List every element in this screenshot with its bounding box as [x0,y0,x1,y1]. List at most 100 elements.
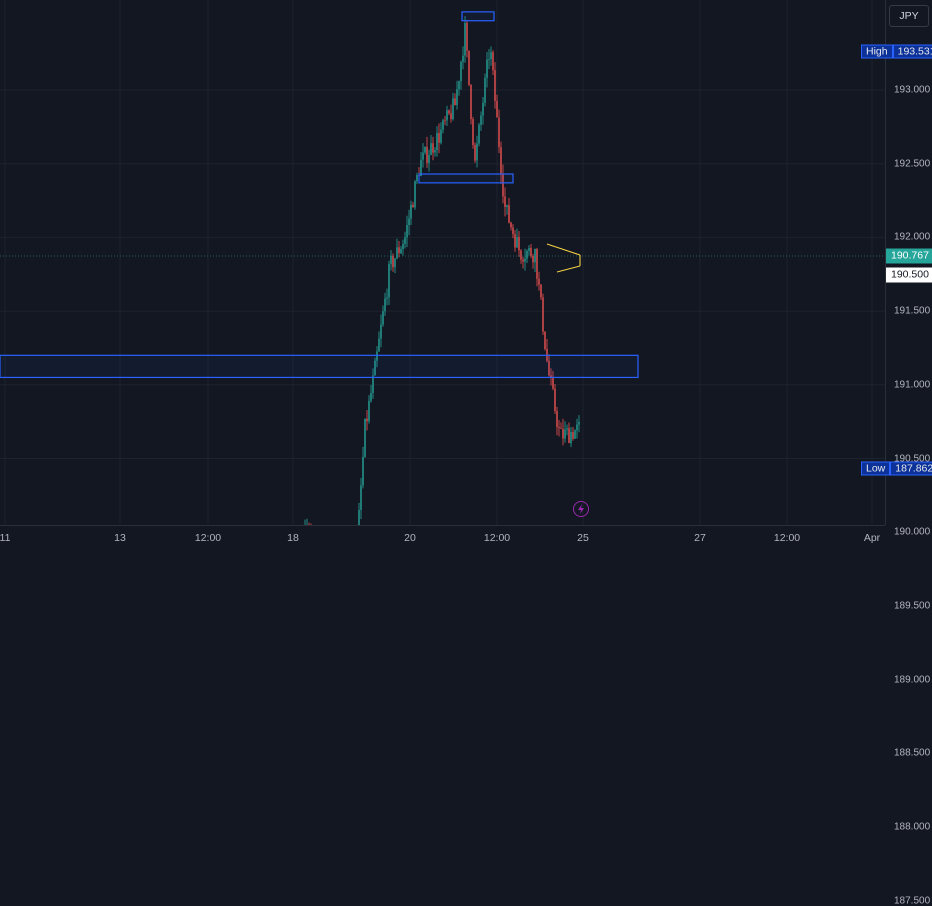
candle-body [442,120,444,130]
candle-body [426,146,428,163]
candle-body [406,225,408,238]
price-chart[interactable] [0,0,885,525]
candle-body [434,150,436,153]
time-axis[interactable]: 11 13 12:00 18 20 12:00 25 27 12:00 Apr [0,525,885,551]
candle-body [398,247,400,254]
candle-body [420,159,422,177]
candle-body [542,297,544,332]
candle-body [480,115,482,125]
candle-body [378,338,380,352]
candle-body [382,311,384,325]
candle-body [572,432,574,439]
candle-body [574,430,576,439]
candle-body [456,89,458,106]
currency-button[interactable]: JPY [889,5,929,27]
candle-body [470,84,472,120]
candle-body [466,22,468,51]
candle-body [394,258,396,268]
candle-body [512,227,514,235]
candle-body [444,120,446,122]
candle-body [556,411,558,428]
candle-body [500,147,502,175]
grid [0,0,885,525]
resistance-zone [0,354,639,379]
candle-body [438,133,440,143]
candle-body [564,429,566,439]
candle-body [562,428,564,439]
triangle-lower-line [556,265,581,273]
time-tick: 12:00 [194,532,222,544]
price-tick: 189.500 [894,600,931,612]
high-tag: High [861,44,893,59]
candle-body [558,427,560,428]
price-tick: 191.500 [894,305,931,317]
candle-body [372,375,374,393]
price-tick: 188.500 [894,747,931,759]
candle-body [522,259,524,262]
candle-body [404,237,406,245]
candle-body [362,456,364,486]
candle-body [494,70,496,102]
candle-body [550,375,552,379]
candle-body [452,98,454,120]
candle-body [538,278,540,285]
flash-icon-glyph [578,504,584,514]
candle-body [544,331,546,349]
candle-body [554,388,556,412]
candle-body [416,175,418,182]
candle-body [458,81,460,90]
candle-body [486,59,488,78]
candle-body [430,143,432,156]
low-value: 187.862 [890,461,932,476]
price-tick: 193.000 [894,84,931,96]
candle-body [360,485,362,510]
candle-body [518,237,520,251]
candle-body [428,155,430,163]
top-zone [461,11,495,22]
candle-body [552,378,554,389]
candle-body [402,244,404,250]
time-tick: 20 [404,532,416,544]
candle-body [506,205,508,207]
triangle-upper-line [546,243,581,256]
candle-body [374,360,376,376]
time-tick: 25 [577,532,589,544]
candle-body [566,428,568,430]
candle-body [424,146,426,153]
candle-body [502,174,504,197]
candles [302,16,580,525]
candle-body [484,77,486,103]
candle-body [514,234,516,248]
candle-body [422,152,424,160]
candle-body [524,258,526,262]
flash-icon[interactable] [573,501,589,517]
price-tick: 189.000 [894,674,931,686]
candle-body [530,247,532,257]
candle-body [548,360,550,376]
low-badge: Low 187.862 [861,461,932,477]
zones [0,11,639,379]
candle-body [474,145,476,161]
candle-body [380,324,382,339]
candle-body [526,250,528,259]
overlays [0,243,885,273]
candle-body [536,248,538,279]
low-tag: Low [861,461,891,476]
candle-body [436,133,438,151]
candle-body [468,50,470,85]
candle-body [410,204,412,219]
candle-body [460,61,462,82]
time-tick: Apr [863,532,881,544]
time-tick: 18 [287,532,299,544]
time-tick: 12:00 [773,532,801,544]
candle-body [446,110,448,121]
time-tick: 11 [0,532,11,544]
chart-canvas[interactable] [0,0,885,525]
candle-body [414,181,416,208]
candle-body [528,247,530,251]
price-tick: 188.000 [894,821,931,833]
candle-body [472,119,474,146]
candle-body [540,284,542,298]
candle-body [476,143,478,161]
candle-body [490,52,492,60]
